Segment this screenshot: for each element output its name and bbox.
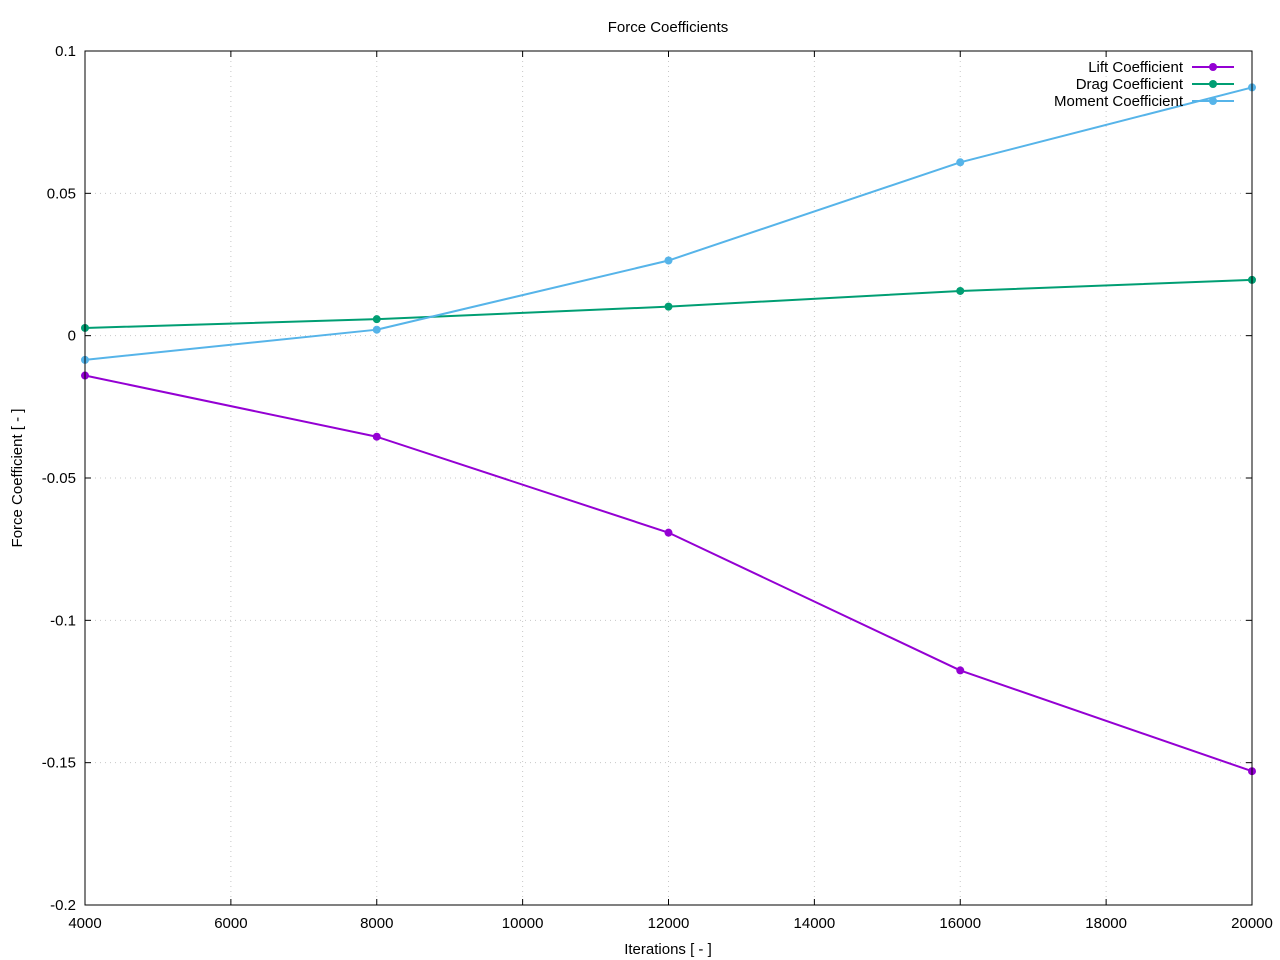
plot-series [81, 83, 1256, 776]
y-tick-label: -0.2 [50, 897, 76, 914]
drag-coefficient-point [956, 286, 965, 295]
y-tick-label: -0.1 [50, 612, 76, 629]
y-tick-label: 0.05 [47, 185, 76, 202]
moment-coefficient-point [956, 158, 965, 167]
x-tick-label: 14000 [794, 915, 836, 932]
x-tick-label: 10000 [502, 915, 544, 932]
lift-coefficient-point [664, 528, 673, 537]
lift-coefficient-point [372, 432, 381, 441]
axis-ticks [84, 50, 1253, 906]
y-tick-label: 0 [68, 328, 76, 345]
lift-coefficient-point [956, 666, 965, 675]
drag-coefficient-point [664, 302, 673, 311]
moment-coefficient-line [84, 86, 1253, 361]
legend-label-moment-coefficient: Moment Coefficient [1054, 93, 1184, 110]
x-axis-label: Iterations [ - ] [624, 941, 712, 958]
legend-label-drag-coefficient: Drag Coefficient [1076, 76, 1184, 93]
y-axis-label: Force Coefficient [ - ] [9, 409, 26, 548]
chart-title: Force Coefficients [608, 19, 729, 36]
legend-label-lift-coefficient: Lift Coefficient [1088, 59, 1184, 76]
legend-marker-drag-coefficient [1209, 80, 1217, 88]
x-tick-label: 4000 [68, 915, 101, 932]
y-tick-label: -0.15 [42, 755, 76, 772]
x-tick-label: 8000 [360, 915, 393, 932]
legend-marker-lift-coefficient [1209, 63, 1217, 71]
x-tick-label: 6000 [214, 915, 247, 932]
moment-coefficient-point [372, 325, 381, 334]
y-tick-label: -0.05 [42, 470, 76, 487]
moment-coefficient-point [664, 256, 673, 265]
legend-marker-moment-coefficient [1209, 97, 1217, 105]
drag-coefficient-point [372, 315, 381, 324]
x-tick-label: 16000 [939, 915, 981, 932]
x-tick-label: 20000 [1231, 915, 1273, 932]
y-tick-label: 0.1 [55, 43, 76, 60]
grid-lines [85, 51, 1252, 905]
x-tick-label: 18000 [1085, 915, 1127, 932]
axis-tick-labels: 4000 6000 8000 10000 12000 14000 16000 18000 200… [42, 43, 1273, 932]
x-tick-label: 12000 [648, 915, 690, 932]
